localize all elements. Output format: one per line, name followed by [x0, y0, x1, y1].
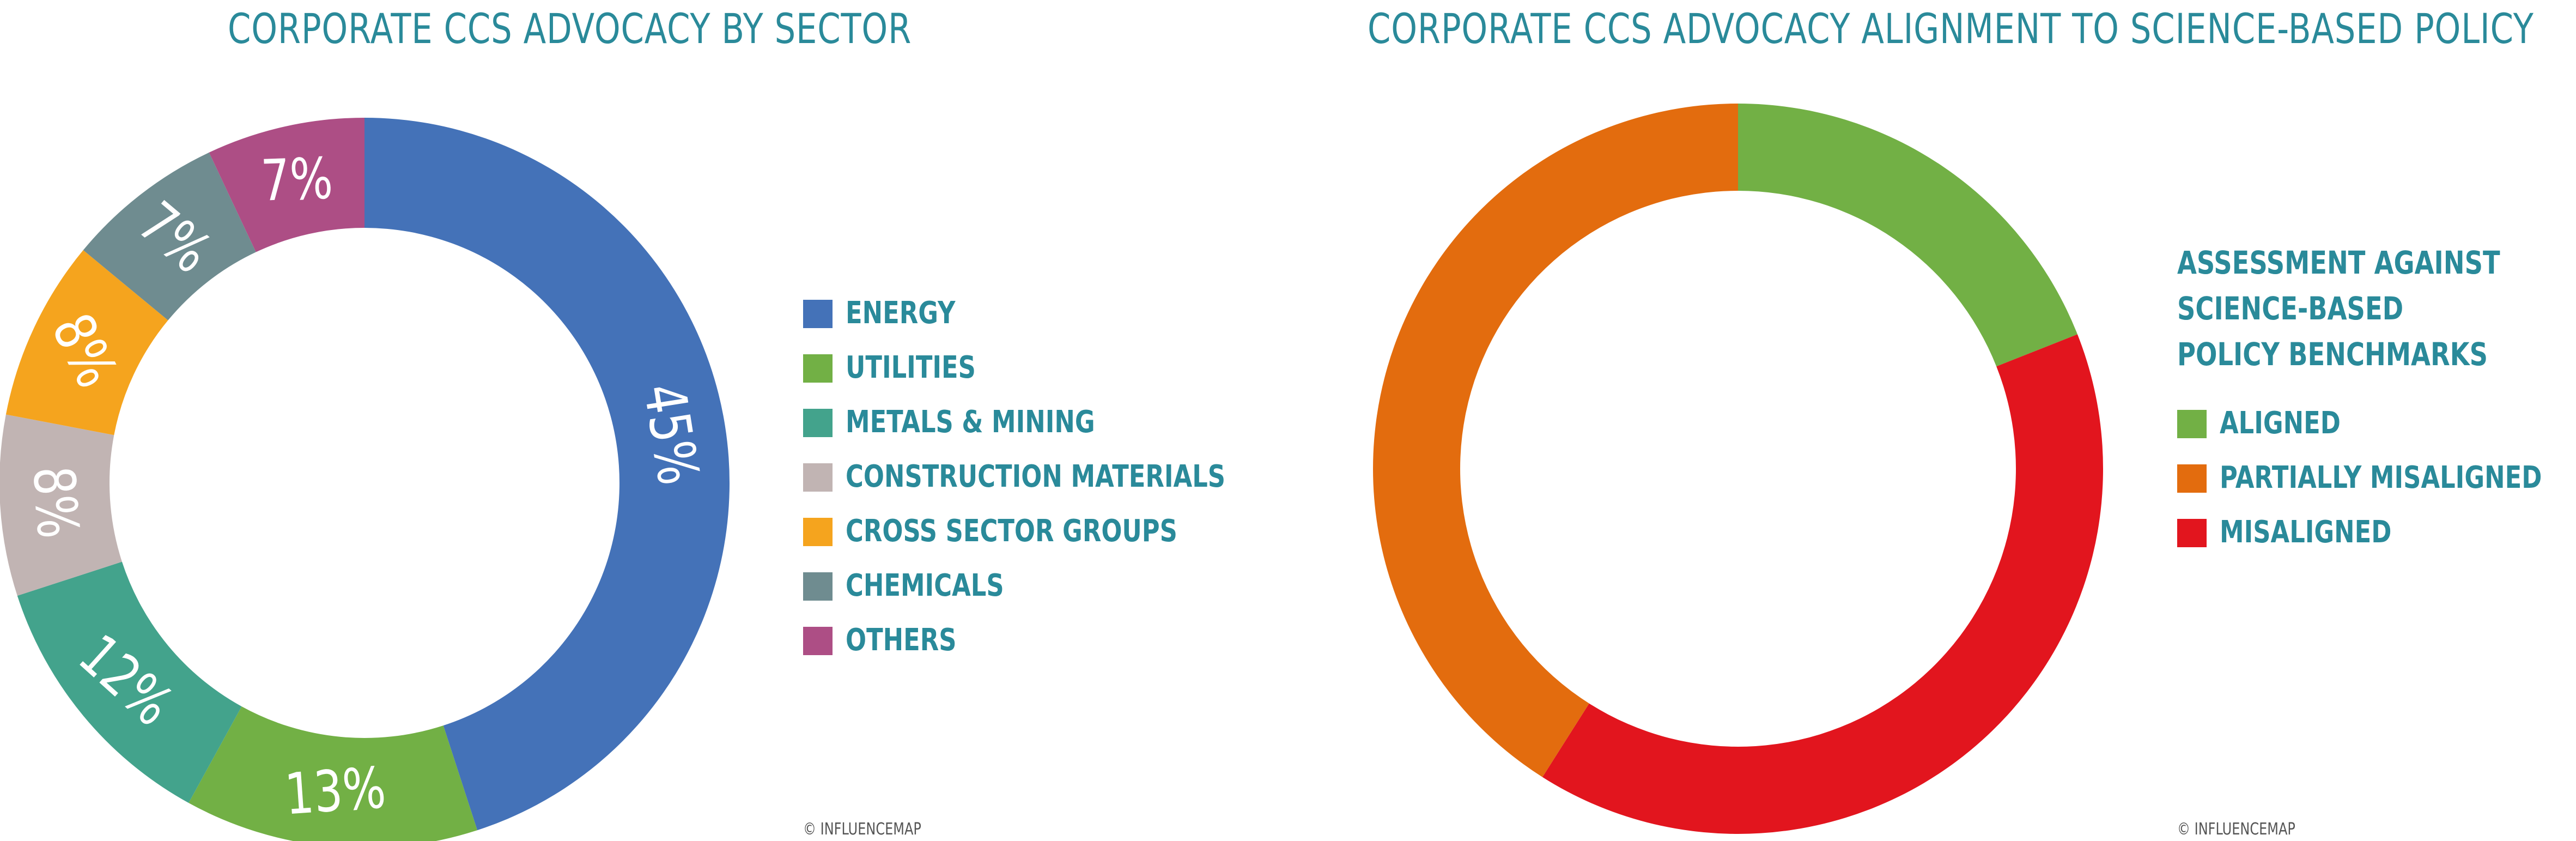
legend-swatch	[803, 627, 833, 655]
legend-swatch	[2177, 519, 2207, 547]
legend-swatch	[803, 518, 833, 546]
slice-data-label: 7%	[260, 146, 334, 214]
donut-slice-misaligned	[1542, 334, 2103, 834]
donut-slice-others	[209, 118, 364, 252]
legend-swatch	[803, 300, 833, 328]
slice-data-label: 8%	[20, 464, 90, 541]
slice-data-label: 45%	[630, 379, 711, 489]
legend-title-line: SCIENCE-BASED	[2177, 290, 2404, 327]
legend-title-line: ASSESSMENT AGAINST	[2177, 244, 2500, 281]
donut-slice-metals-mining	[17, 561, 242, 803]
credit-right: © INFLUENCEMAP	[2177, 820, 2295, 839]
legend-swatch	[803, 354, 833, 383]
legend-title-line: POLICY BENCHMARKS	[2177, 336, 2488, 373]
donut-slice-chemicals	[83, 152, 256, 320]
donut-slice-construction-materials	[0, 414, 122, 596]
legend-swatch	[803, 572, 833, 601]
legend-label: ENERGY	[846, 295, 956, 331]
alignment-chart-title: CORPORATE CCS ADVOCACY ALIGNMENT TO SCIE…	[1368, 4, 2534, 53]
alignment-donut	[1372, 104, 2103, 834]
sector-chart-panel: CORPORATE CCS ADVOCACY BY SECTOR 45% 13% 1…	[0, 4, 1226, 841]
alignment-donut-chart	[1372, 104, 2103, 834]
legend-swatch	[803, 409, 833, 437]
sector-donut-chart: 45%13%12%8%8%7%7%	[0, 118, 730, 841]
legend-label: METALS & MINING	[846, 404, 1095, 440]
legend-label: MISALIGNED	[2220, 515, 2392, 550]
legend-label: CHEMICALS	[846, 568, 1004, 603]
legend-label: UTILITIES	[846, 350, 976, 385]
donut-slice-aligned	[1738, 104, 2077, 367]
credit-left: © INFLUENCEMAP	[803, 820, 921, 839]
donut-slice-cross-sector-groups	[5, 250, 168, 435]
alignment-chart-panel: CORPORATE CCS ADVOCACY ALIGNMENT TO SCIE…	[1288, 0, 2576, 841]
legend-label: CONSTRUCTION MATERIALS	[846, 459, 1226, 494]
legend-label: PARTIALLY MISALIGNED	[2220, 460, 2542, 495]
legend-label: ALIGNED	[2220, 406, 2341, 441]
alignment-legend-title: ASSESSMENT AGAINST SCIENCE-BASED POLICY …	[2177, 240, 2500, 377]
legend-label: CROSS SECTOR GROUPS	[846, 513, 1177, 549]
sector-donut: 45%13%12%8%8%7%7%	[0, 118, 730, 841]
donut-slice-utilities	[189, 706, 478, 841]
slice-data-label: 13%	[283, 755, 388, 828]
legend-swatch	[803, 463, 833, 492]
legend-label: OTHERS	[846, 622, 957, 658]
sector-chart-title: CORPORATE CCS ADVOCACY BY SECTOR	[228, 4, 912, 53]
donut-slice-partially-misaligned	[1372, 104, 1738, 777]
legend-swatch	[2177, 410, 2207, 438]
donut-slice-energy	[364, 118, 730, 831]
legend-swatch	[2177, 464, 2207, 493]
